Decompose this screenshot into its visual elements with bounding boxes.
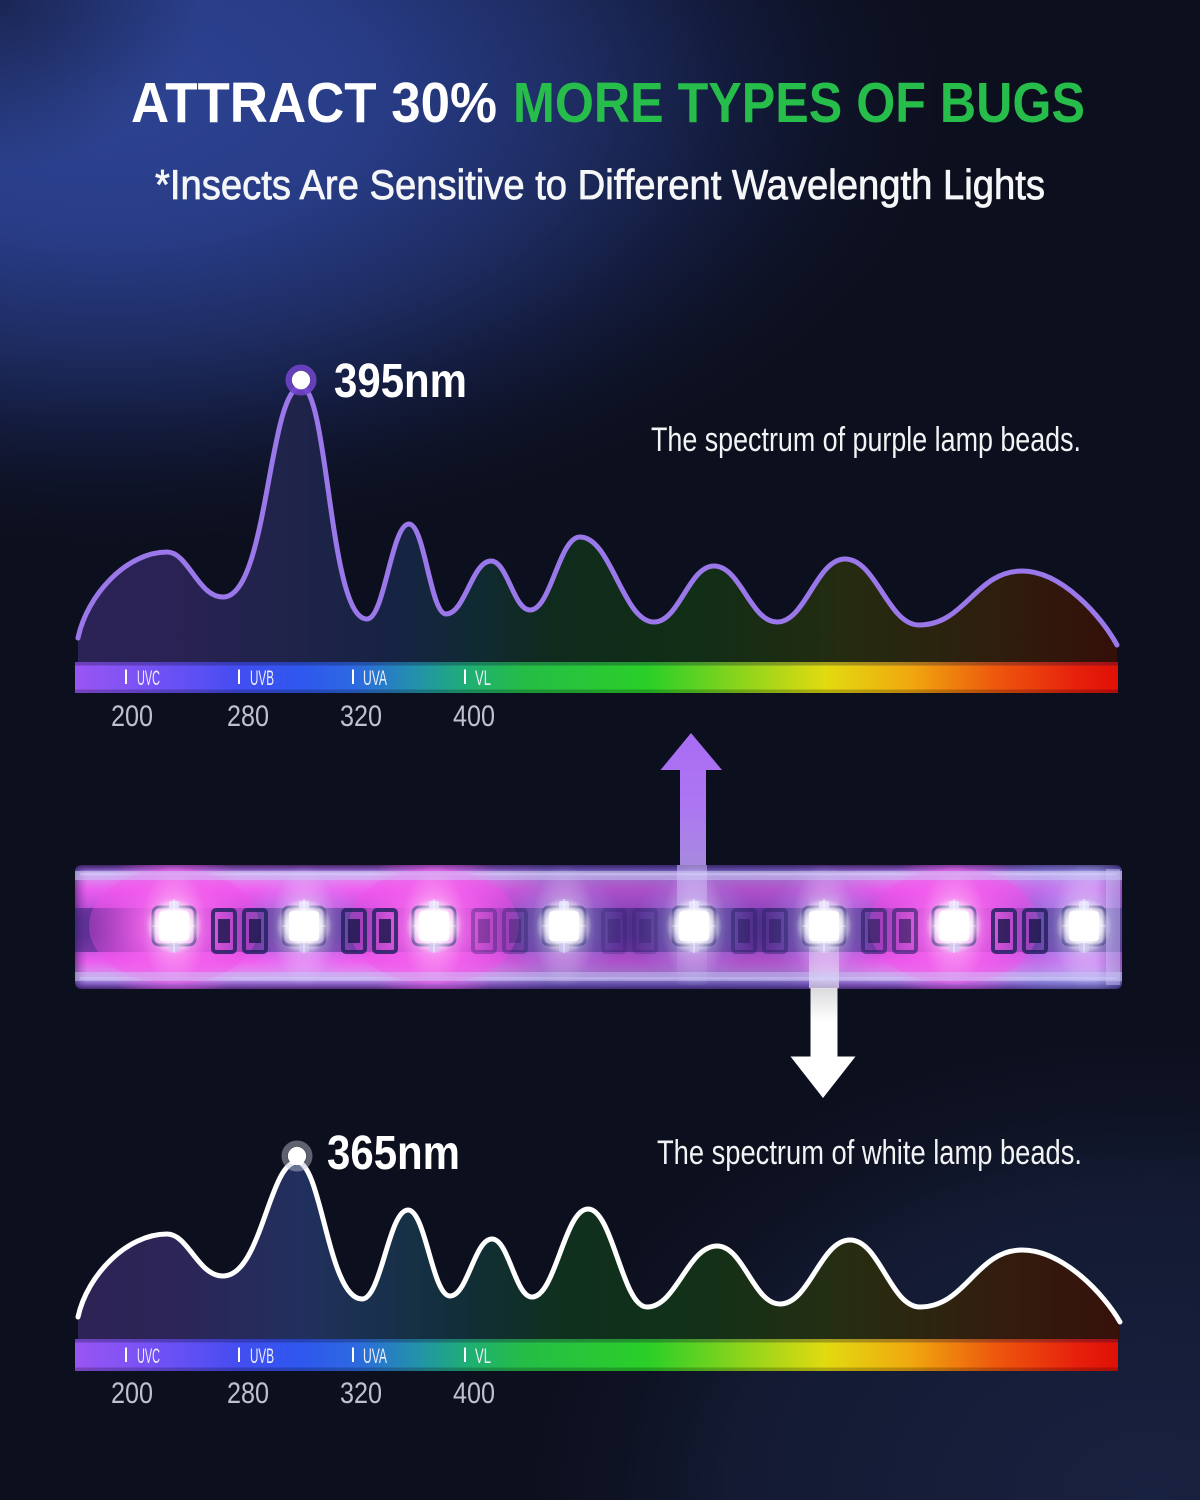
svg-text:The spectrum of purple lamp be: The spectrum of purple lamp beads.	[651, 421, 1081, 459]
svg-text:400: 400	[453, 1377, 495, 1410]
svg-text:400: 400	[453, 700, 495, 733]
svg-text:The spectrum of white lamp bea: The spectrum of white lamp beads.	[657, 1134, 1082, 1172]
svg-text:200: 200	[111, 1377, 153, 1410]
svg-text:280: 280	[227, 700, 269, 733]
svg-text:UVA: UVA	[363, 667, 387, 690]
svg-text:*Insects Are Sensitive to Diff: *Insects Are Sensitive to Different Wave…	[155, 161, 1045, 208]
svg-text:200: 200	[111, 700, 153, 733]
svg-text:280: 280	[227, 1377, 269, 1410]
svg-text:320: 320	[340, 1377, 382, 1410]
svg-text:UVA: UVA	[363, 1345, 387, 1368]
svg-text:365nm: 365nm	[327, 1127, 460, 1180]
svg-text:UVB: UVB	[250, 1345, 274, 1368]
svg-text:VL: VL	[475, 1345, 491, 1368]
svg-text:ATTRACT 30%: ATTRACT 30%	[131, 71, 497, 135]
svg-text:320: 320	[340, 700, 382, 733]
svg-text:UVB: UVB	[250, 667, 274, 690]
svg-text:UVC: UVC	[137, 667, 160, 690]
svg-text:395nm: 395nm	[334, 355, 467, 408]
svg-text:VL: VL	[475, 667, 491, 690]
svg-text:MORE TYPES OF BUGS: MORE TYPES OF BUGS	[513, 71, 1085, 135]
svg-text:UVC: UVC	[137, 1345, 160, 1368]
